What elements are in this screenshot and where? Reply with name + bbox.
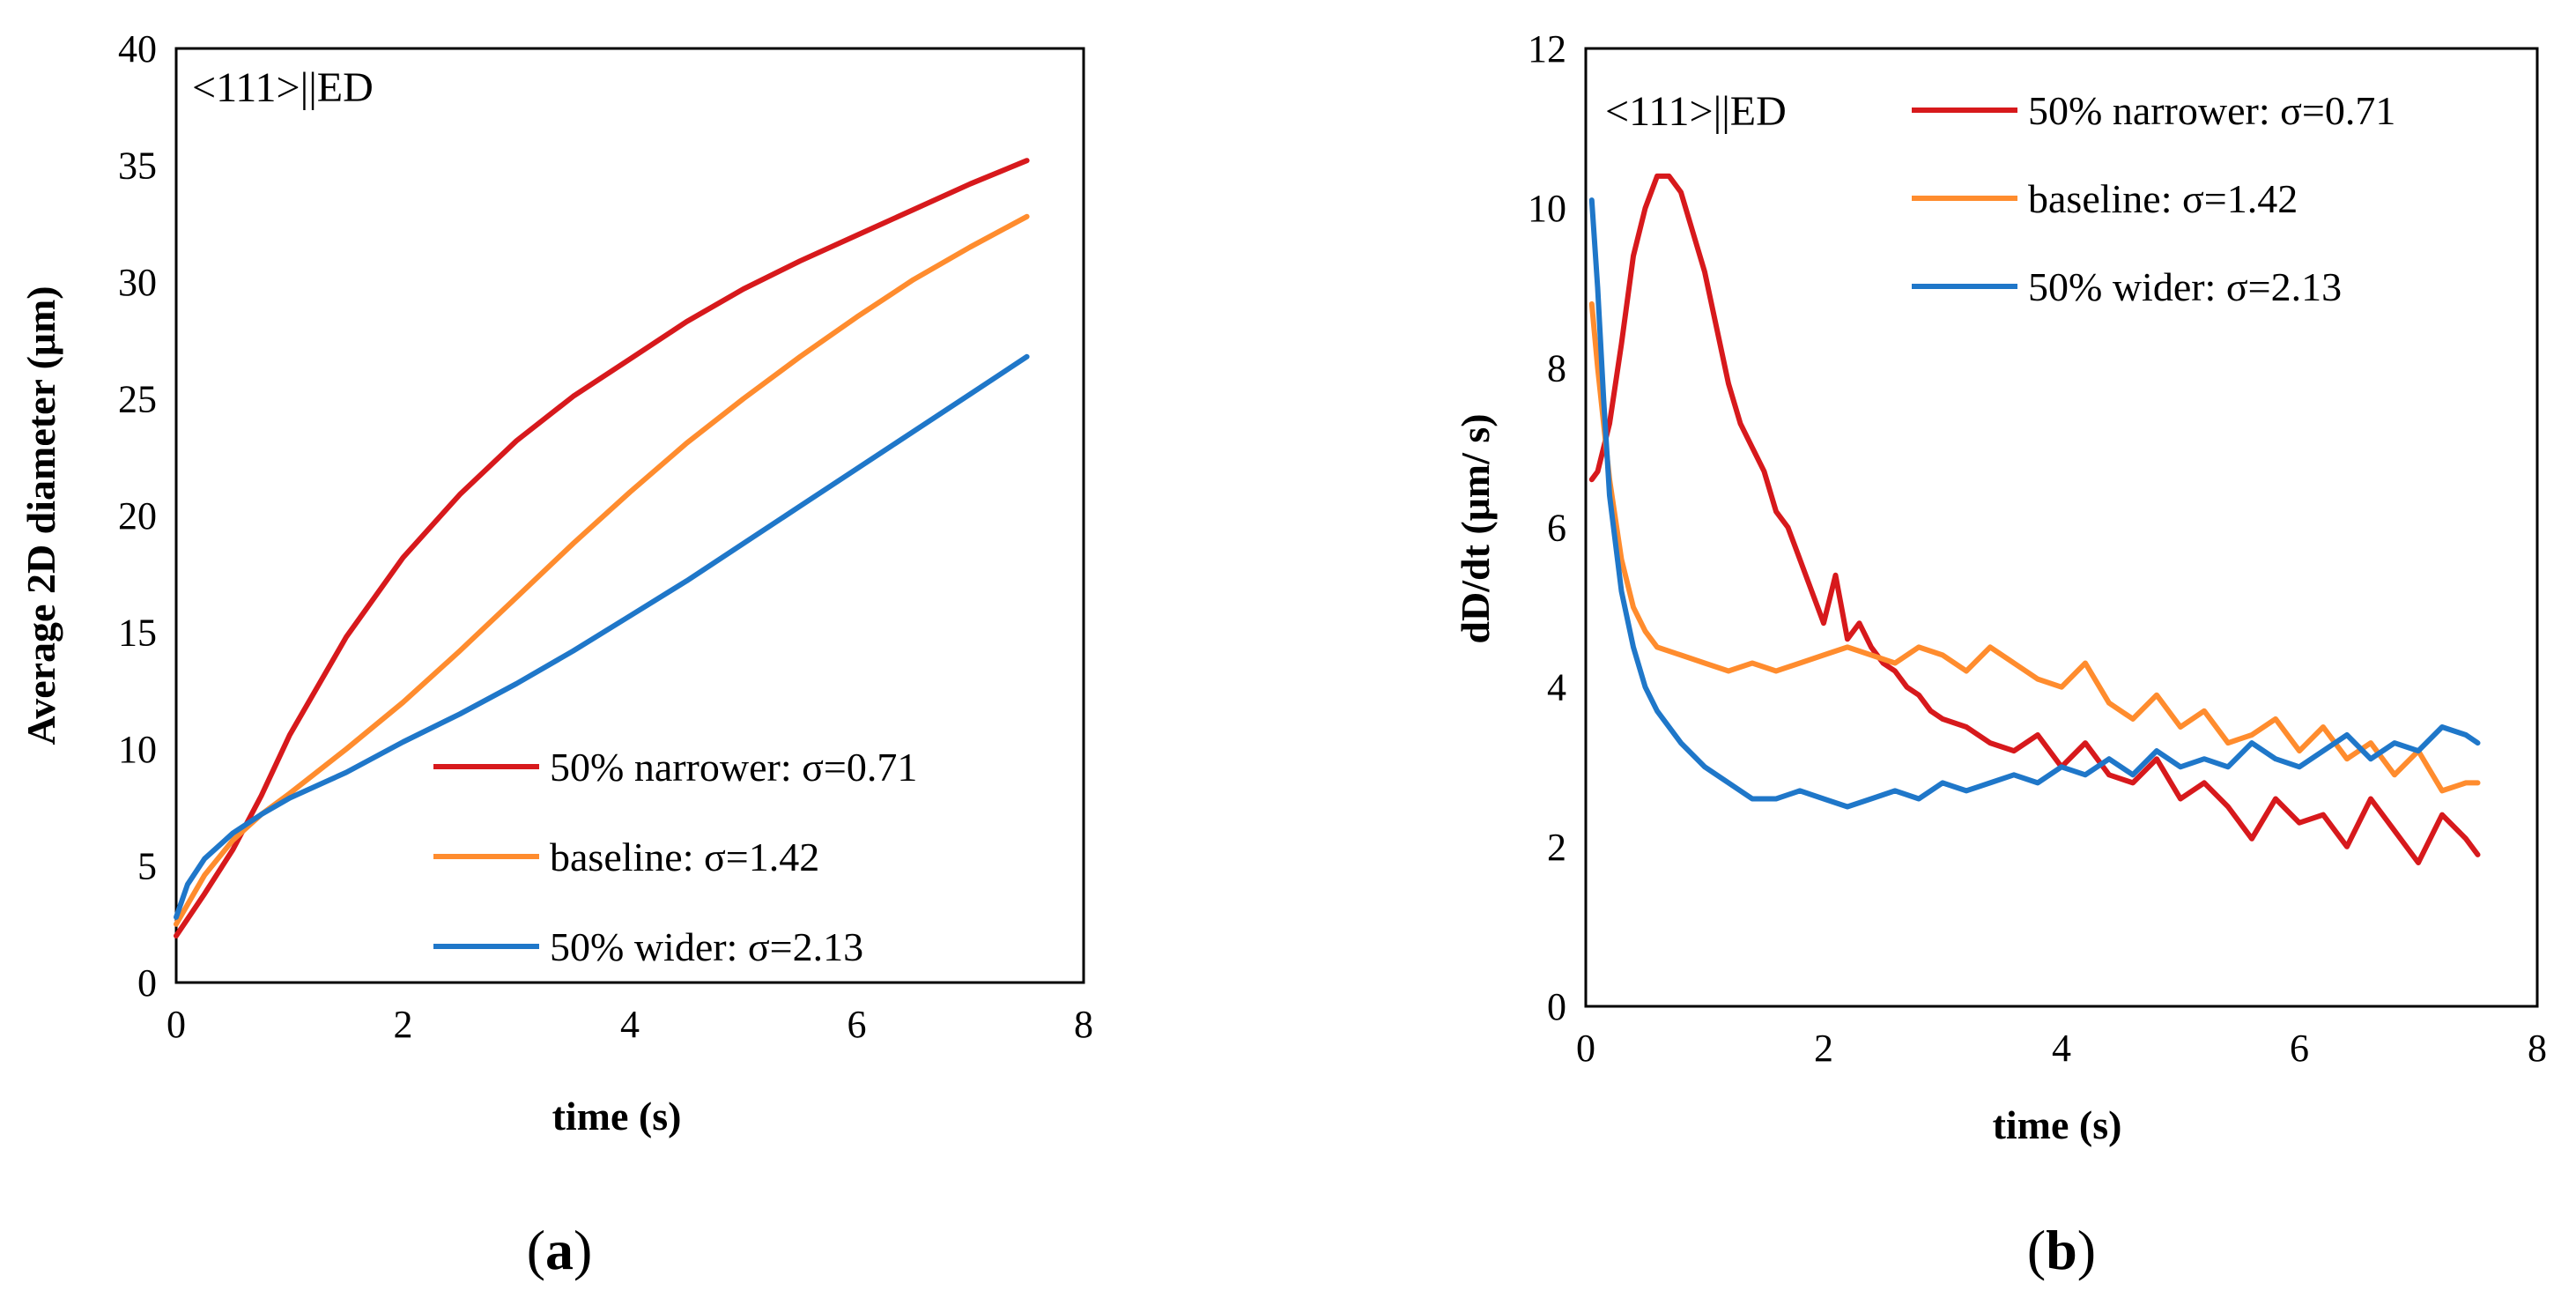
panel-a-x-tick-label: 0	[167, 1003, 186, 1046]
panel-b: <111>||ED time (s) dD/dt (μm/ s) 0 2 4 6 8 0 2…	[1453, 27, 2547, 1281]
panel-b-y-tick-label: 12	[1528, 27, 1566, 70]
panel-a-y-tick-label: 0	[137, 961, 157, 1005]
panel-a-y-tick-label: 35	[118, 145, 157, 188]
panel-a-series	[174, 158, 1030, 938]
panel-a-plot-frame	[174, 47, 1085, 984]
panel-b-legend-label-1: 50% narrower: σ=0.71	[2028, 88, 2395, 133]
panel-b-series-line-3	[1588, 197, 2481, 810]
panel-b-x-tick-label: 4	[2052, 1027, 2071, 1070]
panel-b-y-tick-label: 8	[1547, 346, 1566, 389]
panel-b-legend-label-3: 50% wider: σ=2.13	[2028, 264, 2342, 309]
panel-a-x-tick-label: 6	[848, 1003, 867, 1046]
panel-b-ylabel: dD/dt (μm/ s)	[1453, 413, 1498, 643]
panel-a-legend-label-3: 50% wider: σ=2.13	[550, 924, 863, 969]
panel-b-legend-label-2: baseline: σ=1.42	[2028, 176, 2298, 221]
panel-b-x-tick-label: 6	[2290, 1027, 2309, 1070]
panel-a-y-tick-label: 5	[137, 845, 157, 888]
panel-b-plot-frame	[1584, 47, 2539, 1008]
panel-a-y-tick-label: 15	[118, 612, 157, 655]
panel-a-x-tick-label: 2	[394, 1003, 413, 1046]
panel-a-y-tick-label: 25	[118, 378, 157, 421]
panel-b-y-tick-label: 2	[1547, 826, 1566, 869]
panel-a-legend-label-1: 50% narrower: σ=0.71	[550, 745, 917, 790]
panel-a-x-tick-label: 8	[1074, 1003, 1093, 1046]
panel-b-x-tick-label: 0	[1576, 1027, 1595, 1070]
panel-a-y-tick-label: 20	[118, 494, 157, 538]
panel-b-y-tick-label: 6	[1547, 507, 1566, 550]
panel-b-x-tick-label: 8	[2528, 1027, 2547, 1070]
panel-b-ticks: 0 2 4 6 8 0 2 4 6 8 10 12	[1528, 27, 2547, 1070]
panel-b-annotation: <111>||ED	[1605, 88, 1787, 135]
panel-b-caption: (b)	[2027, 1219, 2096, 1281]
panel-a-caption: (a)	[527, 1219, 593, 1281]
panel-a-legend: 50% narrower: σ=0.71 baseline: σ=1.42 50% …	[433, 745, 917, 969]
panel-b-series	[1588, 173, 2481, 865]
panel-a-ylabel: Average 2D diameter (μm)	[19, 286, 63, 745]
panel-a-annotation: <111>||ED	[192, 64, 374, 111]
panel-a-y-tick-label: 30	[118, 261, 157, 304]
panel-b-y-tick-label: 4	[1547, 666, 1566, 709]
panel-b-y-tick-label: 0	[1547, 985, 1566, 1028]
panel-a-y-tick-label: 40	[118, 27, 157, 70]
panel-a-legend-label-2: baseline: σ=1.42	[550, 834, 819, 879]
panel-b-y-tick-label: 10	[1528, 187, 1566, 230]
panel-b-series-line-1	[1588, 173, 2481, 865]
panel-a-xlabel: time (s)	[552, 1094, 682, 1139]
panel-a-series-line-1	[174, 158, 1030, 938]
panel-a-x-tick-label: 4	[620, 1003, 640, 1046]
panel-a-series-line-2	[174, 213, 1030, 927]
panel-a-y-tick-label: 10	[118, 728, 157, 771]
panel-a-ticks: 0 2 4 6 8 0 5 10 15 20 25 30 35 40	[118, 27, 1093, 1046]
panel-b-legend: 50% narrower: σ=0.71 baseline: σ=1.42 50% …	[1912, 88, 2395, 309]
panel-b-x-tick-label: 2	[1814, 1027, 1833, 1070]
panel-a-series-line-3	[174, 353, 1030, 920]
panel-a: <111>||ED time (s) Average 2D diameter (…	[19, 27, 1093, 1281]
panel-b-xlabel: time (s)	[1993, 1102, 2122, 1147]
panel-b-series-line-2	[1588, 300, 2481, 794]
